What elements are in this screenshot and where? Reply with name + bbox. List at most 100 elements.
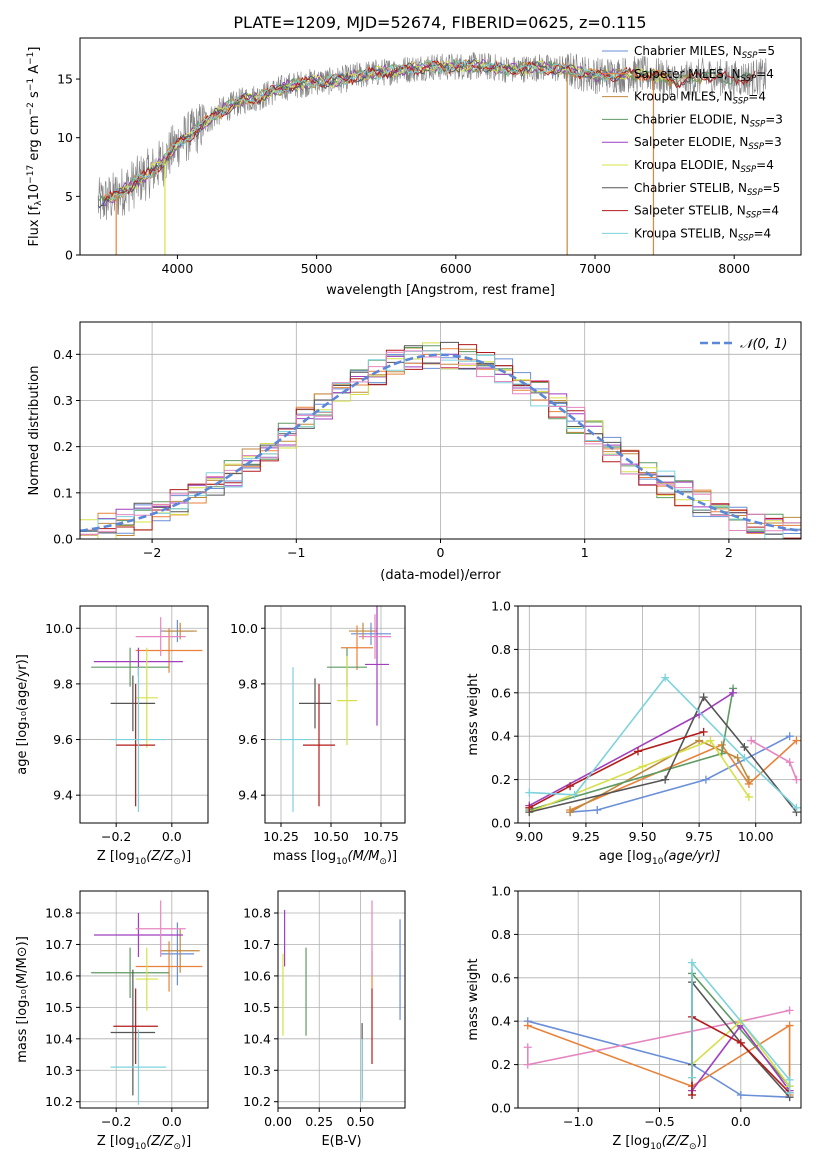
legend-label: Kroupa STELIB, NSSP=4: [634, 226, 771, 243]
y-axis-label-part: A: [27, 65, 42, 78]
legend-text: Chabrier STELIB, N: [634, 181, 747, 195]
weight-marker: [717, 740, 726, 749]
legend-text: Chabrier MILES, N: [634, 44, 742, 58]
weight-marker: [523, 1060, 532, 1069]
x-tick-label: 0.00: [264, 1114, 292, 1129]
y-tick-label: 9.8: [53, 676, 73, 691]
legend-text: =4: [754, 226, 772, 240]
legend-text: Salpeter STELIB, N: [634, 204, 746, 218]
legend-text: Salpeter ELODIE, N: [634, 135, 748, 149]
y-axis-label: mass weight: [466, 958, 481, 1040]
model-spectrum-8: [103, 60, 756, 201]
weight-marker: [785, 732, 794, 741]
y-tick-label: 10.2: [45, 1094, 73, 1109]
weight-series-2: [569, 739, 798, 811]
axes-frame: [79, 321, 802, 540]
y-tick-label: 0.2: [491, 772, 511, 787]
legend-text: =5: [757, 44, 775, 58]
y-tick-label: 9.4: [53, 788, 73, 803]
legend-text: =3: [765, 112, 783, 126]
y-tick-label: 0.4: [53, 347, 73, 362]
legend-text: Kroupa MILES, N: [634, 90, 733, 104]
y-tick-label: 0.0: [491, 816, 511, 831]
axes-frame: [79, 605, 209, 824]
legend-sub: SSP: [747, 188, 763, 198]
y-axis-label-part: ]: [27, 47, 42, 52]
y-tick-label: 10.8: [45, 906, 73, 921]
legend-label: Salpeter MILES, NSSP=4: [634, 67, 774, 84]
weight-marker: [523, 1021, 532, 1030]
y-tick-label: 10.6: [45, 968, 73, 983]
legend-text: =4: [761, 204, 779, 218]
x-axis-label-part: (Z/Z: [146, 1134, 174, 1149]
y-axis-label-part: −2: [26, 102, 36, 115]
legend-label: Kroupa ELODIE, NSSP=4: [634, 158, 774, 175]
weight-marker: [701, 775, 710, 784]
weight-series-1: [527, 1020, 790, 1098]
x-axis-label-part: age [log: [599, 849, 652, 864]
error-bars: [282, 900, 401, 1102]
legend-sub: SSP: [738, 233, 754, 243]
legend-text: =5: [763, 181, 781, 195]
legend-label: Kroupa MILES, NSSP=4: [634, 90, 766, 107]
weight-marker: [729, 688, 738, 697]
y-tick-label: 10.7: [243, 937, 271, 952]
y-tick-label: 0.2: [53, 439, 73, 454]
legend-sub: SSP: [742, 51, 758, 61]
weight-marker: [744, 775, 753, 784]
legend-sub: SSP: [748, 142, 764, 152]
axes-frame: [79, 890, 209, 1109]
weight-marker: [593, 805, 602, 814]
weight-marker: [570, 790, 579, 799]
x-axis-label-part: (M/M: [348, 849, 380, 864]
y-axis-label: Normed distribution: [27, 366, 42, 496]
mass-vs-extinction-panel: 0.00 0.25 0.50 10.2 10.3 10.4 10.5 10.6 10.7 10.8…: [243, 890, 406, 1149]
y-axis-label-part: −1: [26, 78, 36, 91]
y-tick-label: 10.4: [45, 1031, 73, 1046]
x-axis-label-part: (Z/Z: [146, 849, 174, 864]
legend-sub: SSP: [741, 165, 757, 175]
y-axis-label: age [log₁₀(age/yr)]: [15, 654, 30, 775]
weight-marker: [785, 1006, 794, 1015]
weight-series-2: [527, 1024, 791, 1095]
weight-lines: [525, 673, 801, 817]
x-tick-label: 5000: [301, 261, 333, 276]
y-axis-label: mass [log₁₀(M/M⊙)]: [15, 936, 30, 1063]
weight-marker: [566, 808, 575, 817]
weight-marker: [525, 803, 534, 812]
y-tick-label: 10.5: [243, 1000, 271, 1015]
legend-sub: SSP: [733, 97, 749, 107]
weight-marker: [785, 758, 794, 767]
weight-marker: [525, 788, 534, 797]
y-tick-label: 1.0: [491, 599, 511, 614]
legend-text: Chabrier ELODIE, N: [634, 112, 750, 126]
x-axis-label-sub: 10: [336, 857, 348, 867]
age-vs-metallicity-panel: −0.2 0.0 9.4 9.6 9.8 10.0 Z [log10(Z/Z⊙)] age […: [15, 605, 209, 867]
legend-label: Chabrier STELIB, NSSP=5: [634, 181, 780, 198]
x-tick-label: 2: [725, 545, 733, 560]
weight-marker: [638, 762, 647, 771]
y-tick-label: 1.0: [491, 884, 511, 899]
y-tick-label: 10.4: [243, 1031, 271, 1046]
weight-marker: [661, 673, 670, 682]
legend-text: =4: [756, 158, 774, 172]
axes-frame: [79, 37, 802, 256]
x-axis-label-part: )]: [697, 1134, 707, 1149]
x-axis-label-part: )]: [387, 849, 397, 864]
x-tick-label: 9.00: [515, 829, 543, 844]
y-tick-label: 10.6: [243, 968, 271, 983]
x-axis-label-part: Z [log: [612, 1134, 650, 1149]
x-tick-label: 6000: [440, 261, 472, 276]
y-tick-label: 0.6: [491, 970, 511, 985]
x-tick-label: 8000: [718, 261, 750, 276]
x-axis-label-part: )]: [181, 849, 191, 864]
y-tick-label: 10.5: [45, 1000, 73, 1015]
legend-text: Salpeter MILES, N: [634, 67, 741, 81]
weight-marker: [736, 1090, 745, 1099]
y-axis-label-part: erg cm: [27, 115, 42, 164]
weight-marker: [747, 736, 756, 745]
legend-text: Kroupa STELIB, N: [634, 226, 738, 240]
x-axis-label-sub: ⊙: [379, 857, 387, 867]
axes-frame: [517, 605, 802, 824]
